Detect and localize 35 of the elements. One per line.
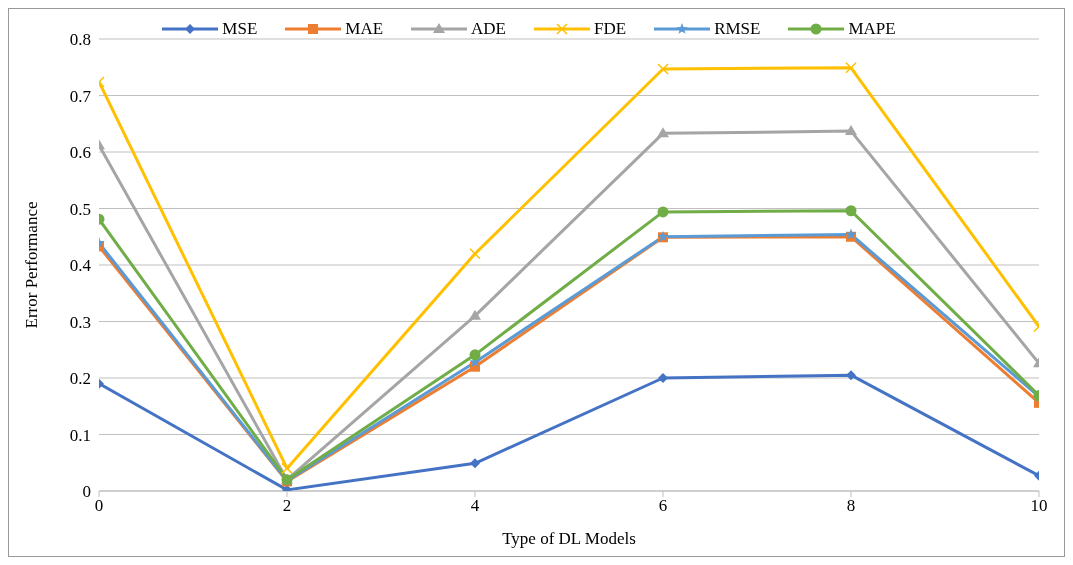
x-tick-label: 2 — [282, 496, 292, 516]
legend-label: ADE — [471, 19, 507, 39]
legend-label: MAE — [345, 19, 384, 39]
x-tick-label: 10 — [1030, 496, 1048, 516]
y-tick-label: 0.8 — [69, 30, 91, 50]
legend-label: MAPE — [848, 19, 896, 39]
legend-label: MSE — [222, 19, 258, 39]
legend-label: RMSE — [714, 19, 761, 39]
y-tick-label: 0.2 — [69, 369, 91, 389]
point — [845, 125, 857, 136]
x-tick-label: 8 — [846, 496, 856, 516]
point — [658, 373, 668, 383]
point — [469, 349, 481, 361]
point — [845, 205, 857, 217]
y-tick-label: 0.5 — [69, 199, 91, 219]
x-tick-label: 6 — [658, 496, 668, 516]
x-tick-label: 4 — [470, 496, 480, 516]
point — [469, 247, 481, 260]
point — [657, 63, 669, 75]
y-tick-label: 0.6 — [69, 143, 91, 163]
point — [846, 370, 856, 381]
y-tick-label: 0.3 — [69, 312, 91, 332]
point — [845, 62, 857, 74]
point — [469, 309, 481, 320]
y-tick-label: 0.1 — [69, 425, 91, 445]
point — [470, 458, 480, 469]
y-axis-title: Error Performance — [22, 201, 42, 329]
point — [281, 462, 293, 475]
y-tick-label: 0.4 — [69, 256, 92, 276]
legend-label: FDE — [594, 19, 627, 39]
y-tick-label: 0 — [82, 482, 91, 502]
y-tick-label: 0.7 — [69, 86, 92, 106]
point — [657, 206, 669, 218]
x-axis-title: Type of DL Models — [502, 529, 636, 548]
point — [657, 127, 669, 138]
